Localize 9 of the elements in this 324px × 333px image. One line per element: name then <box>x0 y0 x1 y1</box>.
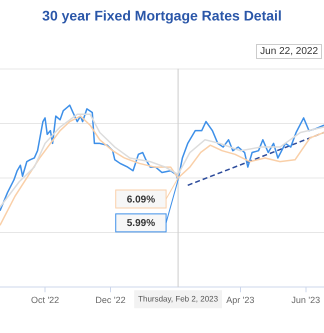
ref-line-label: Thursday, Feb 2, 2023 <box>138 294 219 304</box>
x-tick-label: Oct '22 <box>30 295 60 306</box>
x-tick-label: Apr '23 <box>226 295 254 306</box>
x-tick-label: Jun '23 <box>291 295 320 306</box>
annotation: 6.09% <box>126 194 156 206</box>
annotation: 5.99% <box>126 218 156 230</box>
text: Jun 22, 2022 <box>256 44 322 59</box>
x-tick-label: Dec '22 <box>95 295 126 306</box>
chart-title: 30 year Fixed Mortgage Rates Detail <box>42 7 282 24</box>
